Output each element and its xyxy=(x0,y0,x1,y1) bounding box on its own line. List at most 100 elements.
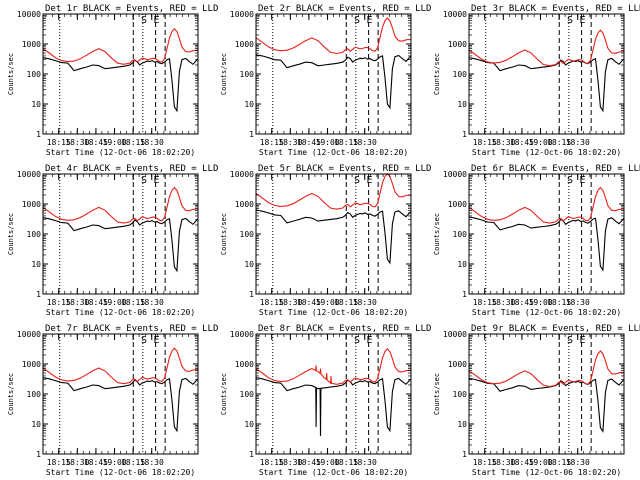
y-tick-label: 10000 xyxy=(443,170,467,179)
events-series-line xyxy=(42,377,199,433)
y-tick-label: 1000 xyxy=(235,200,254,209)
y-tick-label: 10 xyxy=(457,260,467,269)
marker-label-s: S xyxy=(354,175,360,186)
x-tick-label: 18:30 xyxy=(353,458,377,467)
marker-label-e: E xyxy=(579,335,585,346)
y-axis-label: Counts/sec xyxy=(7,213,15,255)
lld-series-line xyxy=(42,186,199,224)
y-axis-label: Counts/sec xyxy=(433,213,441,255)
x-tick-label: 18:15 xyxy=(47,138,71,147)
x-tick-label: 18:30 xyxy=(491,298,515,307)
y-tick-label: 10000 xyxy=(17,330,41,339)
y-tick-label: 10 xyxy=(31,100,41,109)
x-tick-label: 18:45 xyxy=(84,458,108,467)
y-tick-label: 10 xyxy=(31,260,41,269)
lld-series-line xyxy=(255,347,412,385)
plot-frame xyxy=(255,173,412,295)
plot-frame xyxy=(255,13,412,135)
marker-label-e: E xyxy=(579,15,585,26)
x-tick-label: 18:45 xyxy=(297,298,321,307)
x-axis-label: Start Time (12-Oct-06 18:02:20) xyxy=(259,308,408,317)
x-tick-label: 18:30 xyxy=(65,298,89,307)
x-tick-label: 18:45 xyxy=(510,458,534,467)
y-tick-label: 1000 xyxy=(448,360,467,369)
x-tick-label: 18:30 xyxy=(353,298,377,307)
y-axis-label: Counts/sec xyxy=(220,373,228,415)
y-tick-label: 100 xyxy=(27,230,42,239)
events-series-line xyxy=(255,209,412,265)
x-tick-label: 18:15 xyxy=(473,458,497,467)
panel-title: Det 4r BLACK = Events, RED = LLD xyxy=(45,164,218,174)
y-tick-label: 100 xyxy=(27,390,42,399)
x-tick-label: 18:45 xyxy=(297,458,321,467)
x-tick-label: 18:15 xyxy=(121,138,145,147)
x-tick-label: 19:00 xyxy=(103,458,127,467)
marker-label-e: E xyxy=(153,175,159,186)
y-tick-label: 1 xyxy=(462,290,467,299)
y-axis-label: Counts/sec xyxy=(433,373,441,415)
y-tick-label: 10000 xyxy=(17,170,41,179)
y-tick-label: 100 xyxy=(453,390,468,399)
x-tick-label: 18:30 xyxy=(353,138,377,147)
detector-panel-9: Det 9r BLACK = Events, RED = LLD 1 10 100 10… xyxy=(433,324,640,477)
lld-series-line xyxy=(468,186,625,224)
marker-label-s: S xyxy=(354,335,360,346)
x-tick-label: 18:15 xyxy=(260,138,284,147)
y-tick-label: 1000 xyxy=(448,200,467,209)
marker-label-s: S xyxy=(567,15,573,26)
y-tick-label: 1 xyxy=(36,290,41,299)
panel-title: Det 6r BLACK = Events, RED = LLD xyxy=(471,164,640,174)
x-tick-label: 18:45 xyxy=(84,298,108,307)
y-tick-label: 1 xyxy=(249,450,254,459)
x-tick-label: 19:00 xyxy=(529,458,553,467)
x-tick-label: 18:30 xyxy=(278,138,302,147)
marker-label-s: S xyxy=(567,335,573,346)
y-tick-label: 1 xyxy=(36,450,41,459)
x-tick-label: 18:30 xyxy=(566,138,590,147)
detector-panel-2: Det 2r BLACK = Events, RED = LLD 1 10 100 10… xyxy=(220,4,431,157)
x-tick-label: 18:30 xyxy=(491,458,515,467)
lld-series-line xyxy=(468,350,625,388)
plot-frame xyxy=(468,13,625,135)
detector-panel-8: Det 8r BLACK = Events, RED = LLD 1 10 100 10… xyxy=(220,324,431,477)
x-tick-label: 18:45 xyxy=(510,138,534,147)
x-tick-label: 18:30 xyxy=(140,298,164,307)
events-series-line xyxy=(255,54,412,110)
x-tick-label: 19:00 xyxy=(103,138,127,147)
y-tick-label: 100 xyxy=(453,230,468,239)
y-tick-label: 1000 xyxy=(448,40,467,49)
marker-label-e: E xyxy=(153,335,159,346)
y-tick-label: 10 xyxy=(244,420,254,429)
plot-frame xyxy=(468,173,625,295)
x-tick-label: 18:15 xyxy=(547,458,571,467)
x-tick-label: 18:45 xyxy=(297,138,321,147)
lld-series-line xyxy=(42,347,199,385)
y-tick-label: 10000 xyxy=(230,170,254,179)
x-tick-label: 18:30 xyxy=(140,138,164,147)
events-series-line xyxy=(42,217,199,273)
y-tick-label: 100 xyxy=(240,390,255,399)
x-tick-label: 18:15 xyxy=(121,298,145,307)
y-tick-label: 100 xyxy=(453,70,468,79)
x-tick-label: 18:30 xyxy=(65,138,89,147)
x-tick-label: 18:15 xyxy=(47,458,71,467)
events-series-line xyxy=(42,57,199,113)
x-tick-label: 18:15 xyxy=(334,298,358,307)
panel-title: Det 1r BLACK = Events, RED = LLD xyxy=(45,4,218,14)
x-tick-label: 19:00 xyxy=(529,298,553,307)
x-axis-label: Start Time (12-Oct-06 18:02:20) xyxy=(472,468,621,477)
x-tick-label: 18:30 xyxy=(566,458,590,467)
x-axis-label: Start Time (12-Oct-06 18:02:20) xyxy=(472,148,621,157)
x-tick-label: 18:15 xyxy=(473,298,497,307)
plot-frame xyxy=(255,333,412,455)
y-tick-label: 1000 xyxy=(22,40,41,49)
y-tick-label: 1 xyxy=(36,130,41,139)
x-tick-label: 19:00 xyxy=(103,298,127,307)
x-axis-label: Start Time (12-Oct-06 18:02:20) xyxy=(259,468,408,477)
detector-panel-3: Det 3r BLACK = Events, RED = LLD 1 10 100 10… xyxy=(433,4,640,157)
events-series-line xyxy=(255,377,412,436)
marker-label-s: S xyxy=(567,175,573,186)
x-tick-label: 18:15 xyxy=(334,458,358,467)
y-tick-label: 10000 xyxy=(443,330,467,339)
x-axis-label: Start Time (12-Oct-06 18:02:20) xyxy=(46,468,195,477)
